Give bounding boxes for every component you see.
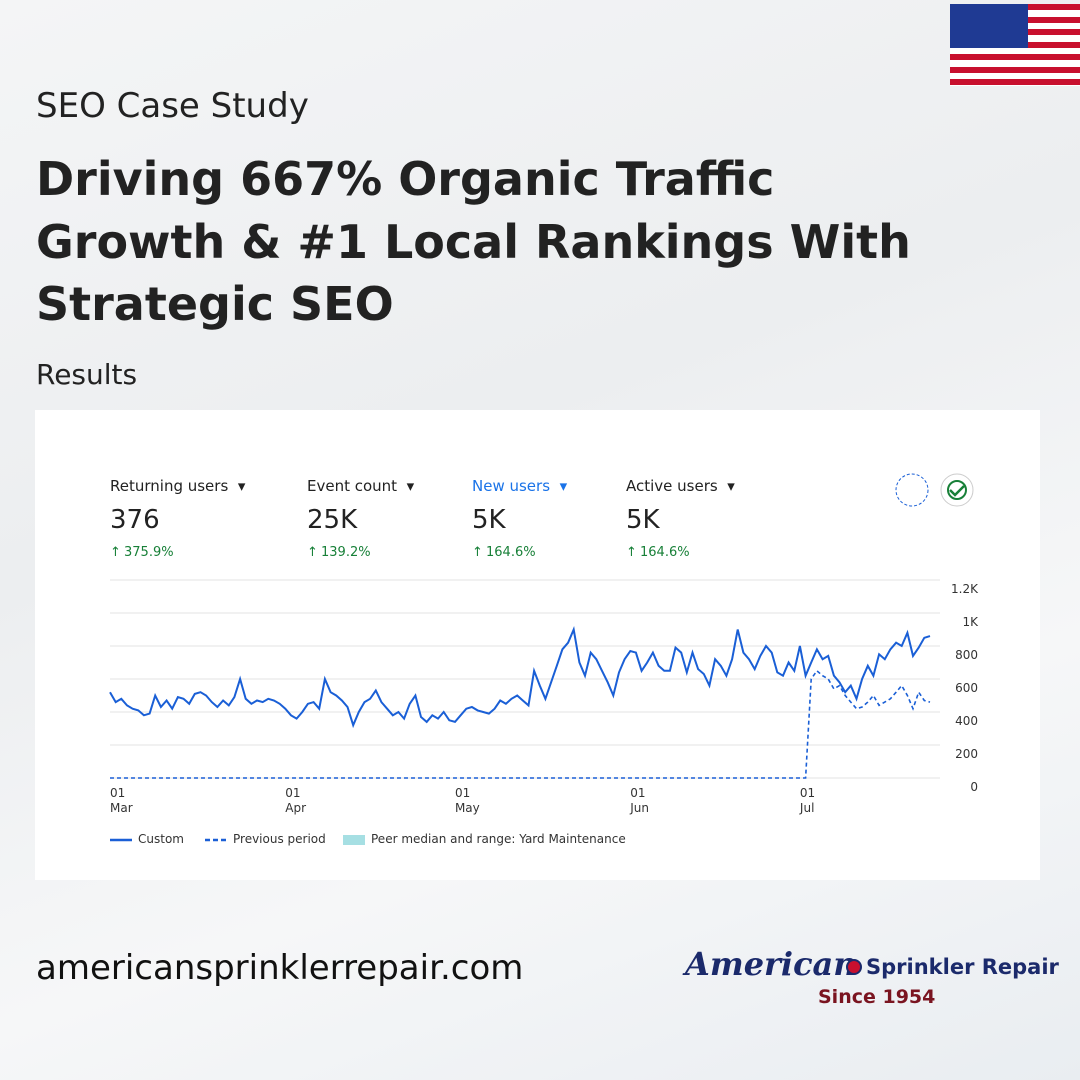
metric-label[interactable]: Returning users ▾ [110,477,246,495]
metric-value: 376 [110,505,160,535]
x-tick-label: 01 Jul [799,786,816,815]
flag [950,4,1080,86]
brand: American [685,945,857,983]
line [110,669,931,779]
x-tick-label: 01 Jun [630,786,650,815]
metric-label[interactable]: Active users ▾ [626,477,735,495]
since: Since 1954 [818,986,936,1008]
x-tick-label: 01 Apr [285,786,307,815]
metric-arrow: ↑ [626,545,637,560]
metric-label[interactable]: New users ▾ [472,477,568,495]
metric-arrow: ↑ [472,545,483,560]
metric-value: 5K [626,505,660,535]
legend-swatch [343,835,365,845]
metric-change: 375.9% [124,545,174,560]
y-tick-label: 600 [955,681,978,695]
metric-arrow: ↑ [110,545,121,560]
metric-label[interactable]: Event count ▾ [307,477,415,495]
kicker: SEO Case Study [36,86,309,126]
metric-change: 164.6% [486,545,536,560]
y-tick-label: 1K [962,615,978,629]
section: Results [36,358,138,391]
title-line: Driving 667% Organic Traffic [36,152,775,206]
metric-arrow: ↑ [307,545,318,560]
title-line: Growth & #1 Local Rankings With [36,215,911,269]
legend-label: Custom [138,832,184,846]
legend-label: Peer median and range: Yard Maintenance [371,832,626,846]
metric-value: 25K [307,505,358,535]
x-tick-label: 01 May [454,786,480,815]
y-tick-label: 1.2K [951,582,978,596]
metric-value: 5K [472,505,506,535]
x-tick-label: 01 Mar [110,786,133,815]
y-tick-label: 800 [955,648,978,662]
insight-icon[interactable] [895,473,929,507]
check-icon[interactable] [940,473,974,507]
y-tick-label: 200 [955,747,978,761]
metric-change: 164.6% [640,545,690,560]
line [109,625,931,729]
legend-label: Previous period [233,832,326,846]
title-line: Strategic SEO [36,277,394,331]
y-tick-label: 400 [955,714,978,728]
brand2: Sprinkler Repair [866,955,1059,979]
brand-dot [846,959,862,975]
panel [35,410,1040,880]
y-tick-label: 0 [970,780,978,794]
metric-change: 139.2% [321,545,371,560]
url: americansprinklerrepair.com [36,948,524,988]
